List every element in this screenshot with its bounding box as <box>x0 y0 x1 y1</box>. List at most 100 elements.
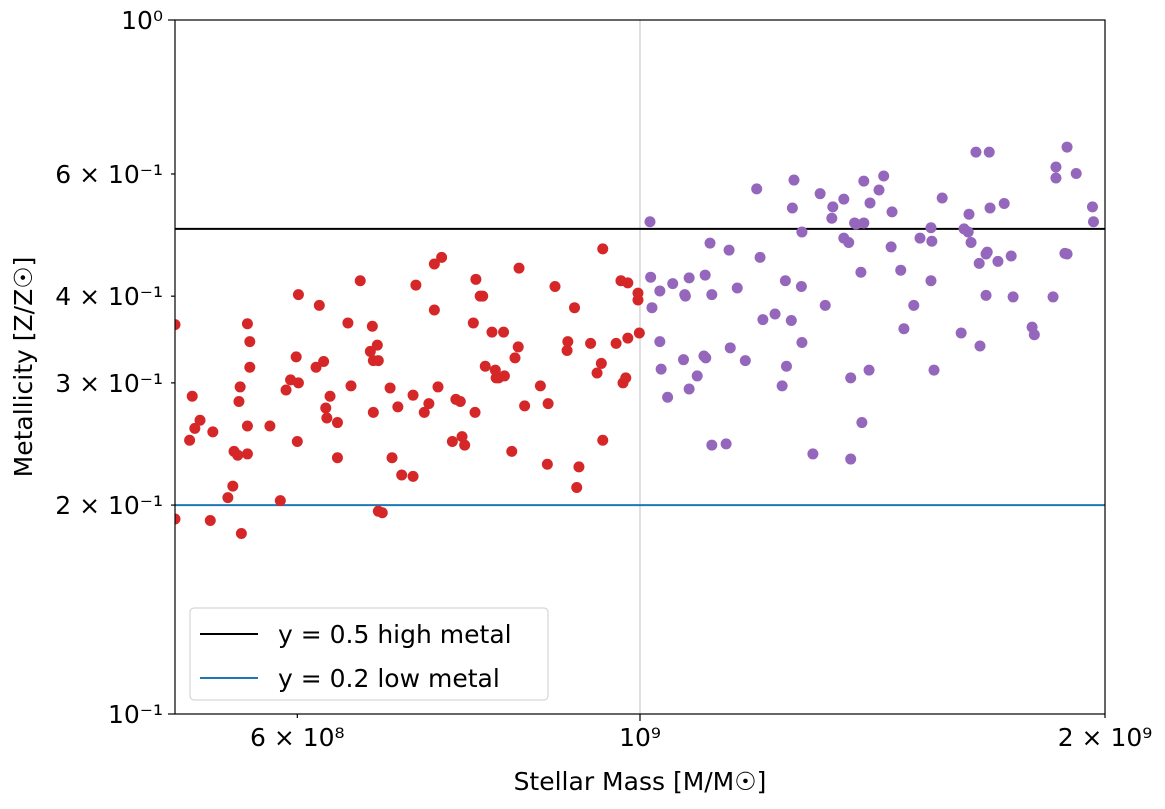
point <box>973 257 985 269</box>
point <box>928 364 940 376</box>
point <box>1061 248 1073 260</box>
point <box>974 340 986 352</box>
point <box>963 208 975 220</box>
point <box>679 290 691 302</box>
point <box>175 513 181 525</box>
point <box>826 212 838 224</box>
point <box>386 452 398 464</box>
point <box>184 434 196 446</box>
point <box>321 412 333 424</box>
point <box>731 282 743 294</box>
point <box>776 380 788 392</box>
point <box>292 377 304 389</box>
point <box>788 174 800 186</box>
point <box>878 170 890 182</box>
legend-label: y = 0.5 high metal <box>278 620 512 649</box>
point <box>796 226 808 238</box>
point <box>292 289 304 301</box>
point <box>573 461 585 473</box>
point <box>769 308 781 320</box>
point <box>984 202 996 214</box>
point <box>724 342 736 354</box>
point <box>886 206 898 218</box>
point <box>446 435 458 447</box>
point <box>331 417 343 429</box>
point <box>699 269 711 281</box>
points <box>175 141 1099 540</box>
point <box>509 352 521 364</box>
point <box>827 201 839 213</box>
point <box>354 275 366 287</box>
point <box>562 336 574 348</box>
point <box>234 381 246 393</box>
point <box>1086 201 1098 213</box>
point <box>814 188 826 200</box>
point <box>739 355 751 367</box>
point <box>232 449 244 461</box>
point <box>241 448 253 460</box>
point <box>372 355 384 367</box>
y-tick-label: 2 × 10⁻¹ <box>55 491 163 520</box>
x-tick-label: 10⁹ <box>619 723 661 752</box>
point <box>863 364 875 376</box>
point <box>233 396 245 408</box>
point <box>796 337 808 349</box>
point <box>241 420 253 432</box>
point <box>264 420 276 432</box>
point <box>477 290 489 302</box>
point <box>512 341 524 353</box>
point <box>313 299 325 311</box>
point <box>1028 329 1040 341</box>
point <box>723 244 735 256</box>
point <box>633 327 645 339</box>
point <box>367 406 379 418</box>
point <box>962 226 974 238</box>
point <box>534 380 546 392</box>
point <box>785 314 797 326</box>
point <box>855 266 867 278</box>
point <box>1087 216 1099 228</box>
point <box>632 294 644 306</box>
point <box>469 406 481 418</box>
point <box>819 299 831 311</box>
point <box>807 448 819 460</box>
point <box>970 146 982 158</box>
point <box>610 337 622 349</box>
point <box>506 445 518 457</box>
point <box>858 217 870 229</box>
point <box>384 382 396 394</box>
point <box>926 235 938 247</box>
point <box>925 275 937 287</box>
point <box>519 400 531 412</box>
point <box>571 482 583 494</box>
point <box>498 370 510 382</box>
point <box>779 275 791 287</box>
point <box>646 302 658 314</box>
point <box>366 320 378 332</box>
point <box>345 380 357 392</box>
point <box>895 264 907 276</box>
point <box>396 469 408 481</box>
point <box>597 434 609 446</box>
point <box>843 236 855 248</box>
y-tick-label: 4 × 10⁻¹ <box>55 282 163 311</box>
point <box>591 367 603 379</box>
point <box>549 281 561 293</box>
point <box>364 345 376 357</box>
point <box>376 507 388 519</box>
point <box>856 417 868 429</box>
point <box>235 528 247 540</box>
point <box>194 414 206 426</box>
point <box>691 370 703 382</box>
point <box>936 192 948 204</box>
point <box>654 336 666 348</box>
legend-label: y = 0.2 low metal <box>278 664 500 693</box>
point <box>858 175 870 187</box>
point <box>342 317 354 329</box>
point <box>407 470 419 482</box>
point <box>780 360 792 372</box>
point <box>597 243 609 255</box>
point <box>561 345 573 357</box>
point <box>992 255 1004 267</box>
point <box>331 452 343 464</box>
